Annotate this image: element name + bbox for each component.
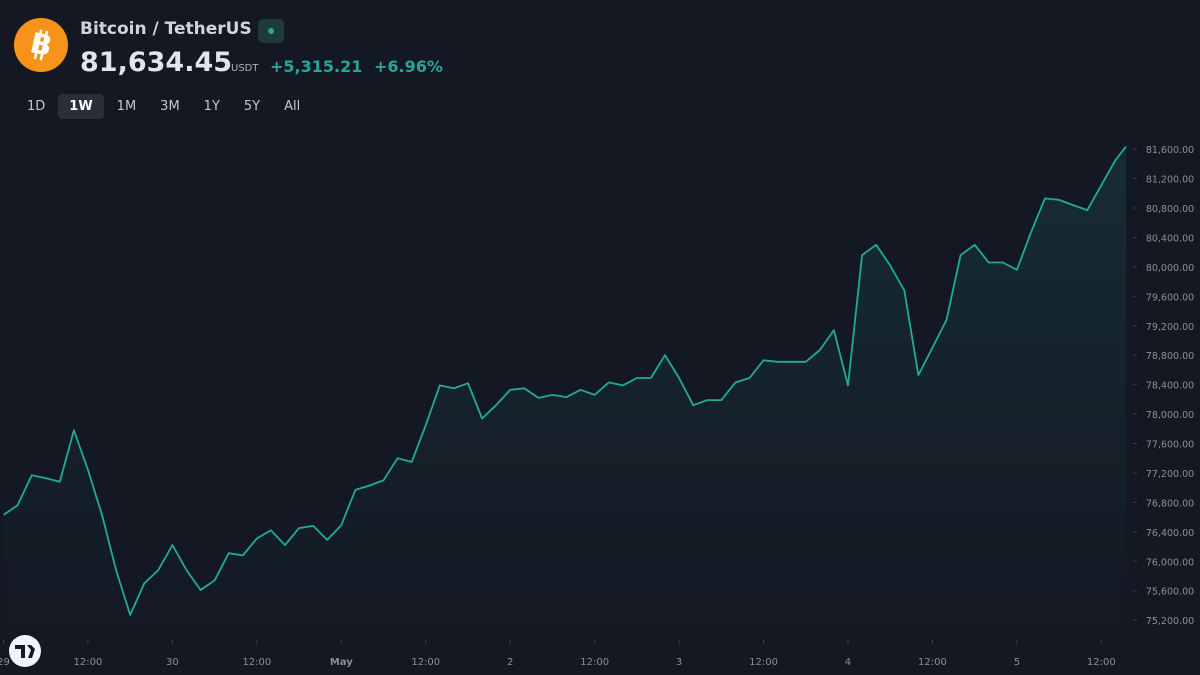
x-tick-label: 12:00 xyxy=(242,657,271,668)
y-tick-label: 80,000.00 xyxy=(1146,263,1194,274)
x-tick-label: 12:00 xyxy=(411,657,440,668)
y-tick-label: 78,400.00 xyxy=(1146,381,1194,392)
symbol-title: Bitcoin / TetherUS xyxy=(80,19,252,39)
x-tick-label: 12:00 xyxy=(749,657,778,668)
price: 81,634.45 xyxy=(80,47,233,78)
x-tick-label: 29 xyxy=(0,657,10,668)
x-tick-label: 12:00 xyxy=(74,657,103,668)
bitcoin-logo: B xyxy=(14,18,68,72)
y-tick-label: 76,000.00 xyxy=(1146,557,1194,568)
y-tick-label: 78,800.00 xyxy=(1146,351,1194,362)
x-tick-label: 12:00 xyxy=(580,657,609,668)
x-tick-label: 4 xyxy=(845,657,851,668)
x-tick-label: 30 xyxy=(166,657,179,668)
y-tick-label: 79,600.00 xyxy=(1146,292,1194,303)
range-button[interactable]: 1M xyxy=(116,99,137,114)
y-tick-label: 80,800.00 xyxy=(1146,204,1194,215)
y-tick-label: 79,200.00 xyxy=(1146,322,1194,333)
y-tick-label: 77,600.00 xyxy=(1146,440,1194,451)
y-tick-label: 80,400.00 xyxy=(1146,233,1194,244)
y-tick-label: 78,000.00 xyxy=(1146,410,1194,421)
range-button[interactable]: 1W xyxy=(58,94,104,119)
y-tick-label: 77,200.00 xyxy=(1146,469,1194,480)
x-tick-label: 3 xyxy=(676,657,682,668)
x-tick-label: 12:00 xyxy=(1087,657,1116,668)
price-change: +5,315.21 xyxy=(270,57,363,76)
x-tick-label: 5 xyxy=(1014,657,1020,668)
range-button[interactable]: 5Y xyxy=(243,99,261,114)
percent-change: +6.96% xyxy=(374,57,443,76)
x-tick-label: May xyxy=(330,657,353,668)
tradingview-logo xyxy=(9,635,41,667)
range-selector: 1D 1W 1M 3M 1Y 5Y All xyxy=(16,94,313,119)
y-tick-label: 81,200.00 xyxy=(1146,175,1194,186)
range-button[interactable]: 1Y xyxy=(203,99,220,114)
market-status[interactable] xyxy=(258,19,284,43)
y-tick-label: 75,200.00 xyxy=(1146,616,1194,627)
range-button[interactable]: All xyxy=(284,99,301,114)
x-tick-label: 12:00 xyxy=(918,657,947,668)
currency: USDT xyxy=(231,63,259,74)
price-line xyxy=(2,146,1127,616)
y-tick-label: 81,600.00 xyxy=(1146,145,1194,156)
range-button[interactable]: 3M xyxy=(160,99,180,114)
y-tick-label: 75,600.00 xyxy=(1146,587,1194,598)
plot: 75,200.00 75,600.00 76,000.00 76,400.00 76,8… xyxy=(0,145,1194,668)
y-tick-label: 76,400.00 xyxy=(1146,528,1194,539)
area xyxy=(3,146,1126,640)
range-button[interactable]: 1D xyxy=(27,99,46,114)
y-tick-label: 76,800.00 xyxy=(1146,498,1194,509)
x-tick-label: 2 xyxy=(507,657,513,668)
